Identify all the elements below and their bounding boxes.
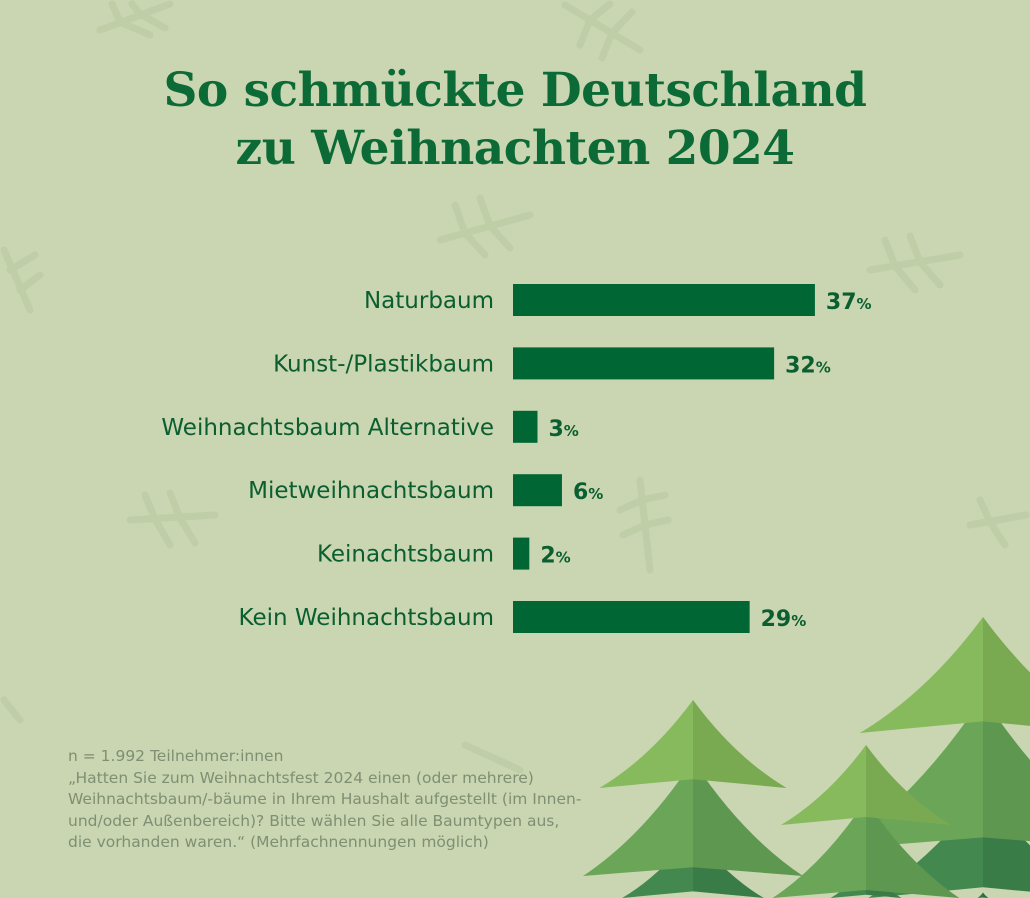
bar bbox=[513, 474, 562, 507]
chart-title: So schmückte Deutschland zu Weihnachten … bbox=[0, 62, 1030, 178]
bar bbox=[513, 347, 775, 380]
value-label: 6% bbox=[573, 480, 603, 505]
bar bbox=[513, 284, 815, 316]
category-label: Keinachtsbaum bbox=[317, 542, 494, 568]
question-line-1: „Hatten Sie zum Weihnachtsfest 2024 eine… bbox=[68, 768, 534, 787]
category-label: Kunst-/Plastikbaum bbox=[273, 351, 494, 377]
value-label: 32% bbox=[785, 353, 831, 378]
category-label: Naturbaum bbox=[364, 288, 494, 314]
value-label: 29% bbox=[761, 607, 807, 632]
bar bbox=[513, 410, 538, 443]
value-label: 2% bbox=[540, 544, 570, 569]
bar bbox=[513, 537, 530, 570]
question-line-3: und/oder Außenbereich)? Bitte wählen Sie… bbox=[68, 811, 560, 830]
tree-large bbox=[838, 617, 1030, 898]
sample-size: n = 1.992 Teilnehmer:innen bbox=[68, 747, 284, 765]
title-line-2: zu Weihnachten 2024 bbox=[235, 121, 795, 176]
tree-small bbox=[772, 745, 960, 898]
category-label: Mietweihnachtsbaum bbox=[248, 478, 494, 504]
title-line-1: So schmückte Deutschland bbox=[163, 63, 867, 118]
bar bbox=[513, 601, 750, 633]
value-label: 37% bbox=[826, 290, 872, 315]
footnote: n = 1.992 Teilnehmer:innen „Hatten Sie z… bbox=[68, 746, 628, 854]
question-line-2: Weihnachtsbaum/-bäume in Ihrem Haushalt … bbox=[68, 790, 582, 808]
tree-medium bbox=[583, 700, 803, 898]
category-label: Weihnachtsbaum Alternative bbox=[161, 415, 494, 441]
question-line-4: die vorhanden waren.“ (Mehrfachnennungen… bbox=[68, 833, 489, 851]
category-label: Kein Weihnachtsbaum bbox=[239, 605, 494, 631]
value-label: 3% bbox=[548, 417, 578, 442]
